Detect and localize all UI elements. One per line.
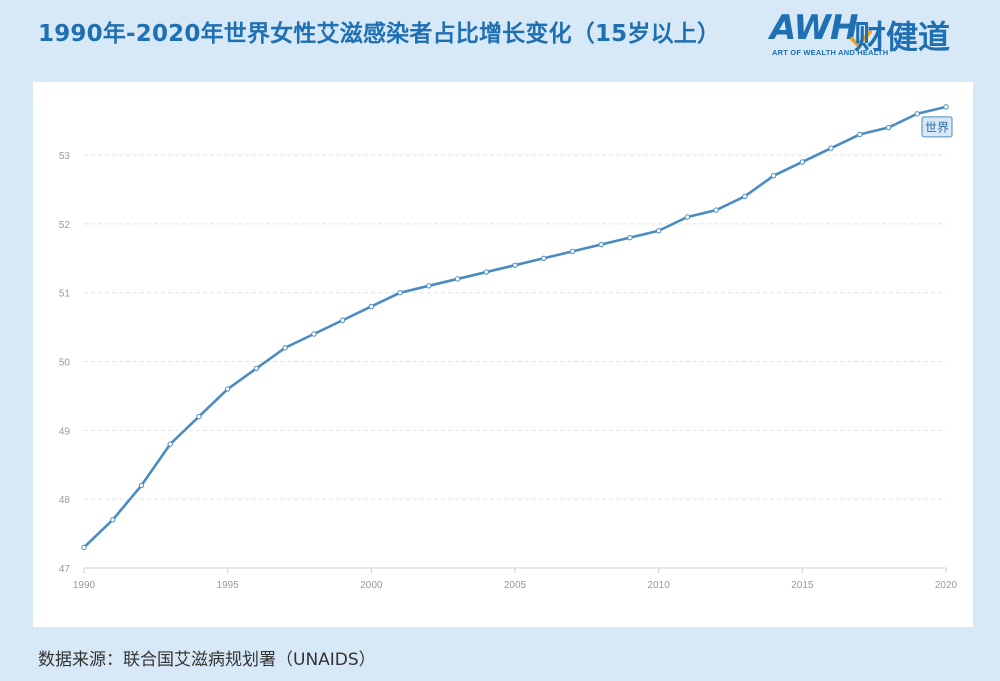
y-tick-label: 51 (59, 289, 71, 300)
x-tick-label: 2010 (648, 580, 671, 591)
data-point[interactable] (426, 283, 432, 289)
data-point[interactable] (512, 262, 518, 268)
x-tick-label: 2000 (360, 580, 383, 591)
data-point[interactable] (770, 173, 777, 179)
logo-tagline: ART OF WEALTH AND HEALTH (772, 48, 889, 57)
data-point[interactable] (627, 234, 633, 241)
logo-chinese: 财健道 (854, 18, 951, 56)
data-point[interactable] (598, 241, 604, 248)
data-point[interactable] (857, 131, 863, 138)
data-point[interactable] (138, 482, 145, 489)
x-tick-label: 2015 (791, 580, 814, 591)
data-point[interactable] (311, 331, 317, 337)
page-title: 1990年-2020年世界女性艾滋感染者占比增长变化（15岁以上） (38, 21, 721, 47)
data-point[interactable] (541, 255, 547, 261)
data-point[interactable] (253, 365, 260, 372)
series-label-box (921, 116, 953, 138)
data-point[interactable] (742, 193, 748, 200)
data-point[interactable] (196, 413, 202, 420)
data-point[interactable] (224, 386, 231, 392)
data-point[interactable] (943, 104, 949, 110)
series-label: 世界 (925, 120, 949, 134)
y-tick-label: 53 (59, 151, 71, 162)
y-tick-label: 47 (59, 564, 71, 575)
data-point[interactable] (282, 345, 288, 351)
x-tick-label: 1995 (217, 580, 240, 591)
data-point[interactable] (483, 269, 489, 275)
y-tick-label: 48 (59, 495, 71, 506)
data-point[interactable] (569, 248, 576, 255)
data-point[interactable] (914, 111, 920, 117)
data-point[interactable] (655, 228, 662, 234)
x-tick-label: 2005 (504, 580, 527, 591)
data-point[interactable] (713, 207, 719, 213)
data-point[interactable] (167, 441, 173, 447)
source-note: 数据来源：联合国艾滋病规划署（UNAIDS） (38, 650, 376, 670)
data-point[interactable] (454, 276, 461, 282)
series-layer (81, 104, 949, 551)
grid-layer (84, 154, 946, 569)
legend-layer: 世界 (921, 116, 953, 138)
data-point[interactable] (799, 159, 806, 165)
data-point[interactable] (110, 517, 116, 523)
y-tick-label: 49 (59, 426, 71, 437)
data-point[interactable] (339, 317, 346, 323)
axis-layer: 47 48 49 50 51 52 53 1990 1995 2000 2005 2010 2015 20… (59, 151, 958, 591)
data-point[interactable] (81, 544, 87, 551)
brand-logo: AWH 财健道 ART OF WEALTH AND HEALTH (770, 8, 985, 64)
data-point[interactable] (684, 214, 691, 220)
check-icon (850, 30, 872, 47)
data-point[interactable] (828, 145, 834, 151)
data-point[interactable] (397, 290, 403, 296)
y-tick-label: 50 (59, 358, 71, 369)
chart-panel: 47 48 49 50 51 52 53 1990 1995 2000 2005 2010 2015 20… (33, 82, 973, 627)
logo-wordmark: AWH (770, 8, 858, 48)
y-tick-label: 52 (59, 220, 71, 231)
x-tick-label: 2020 (935, 580, 958, 591)
data-point[interactable] (368, 303, 375, 310)
line-chart: 47 48 49 50 51 52 53 1990 1995 2000 2005 2010 2015 20… (59, 104, 958, 591)
series-line (83, 105, 947, 549)
data-point[interactable] (885, 124, 892, 131)
x-tick-label: 1990 (73, 580, 96, 591)
